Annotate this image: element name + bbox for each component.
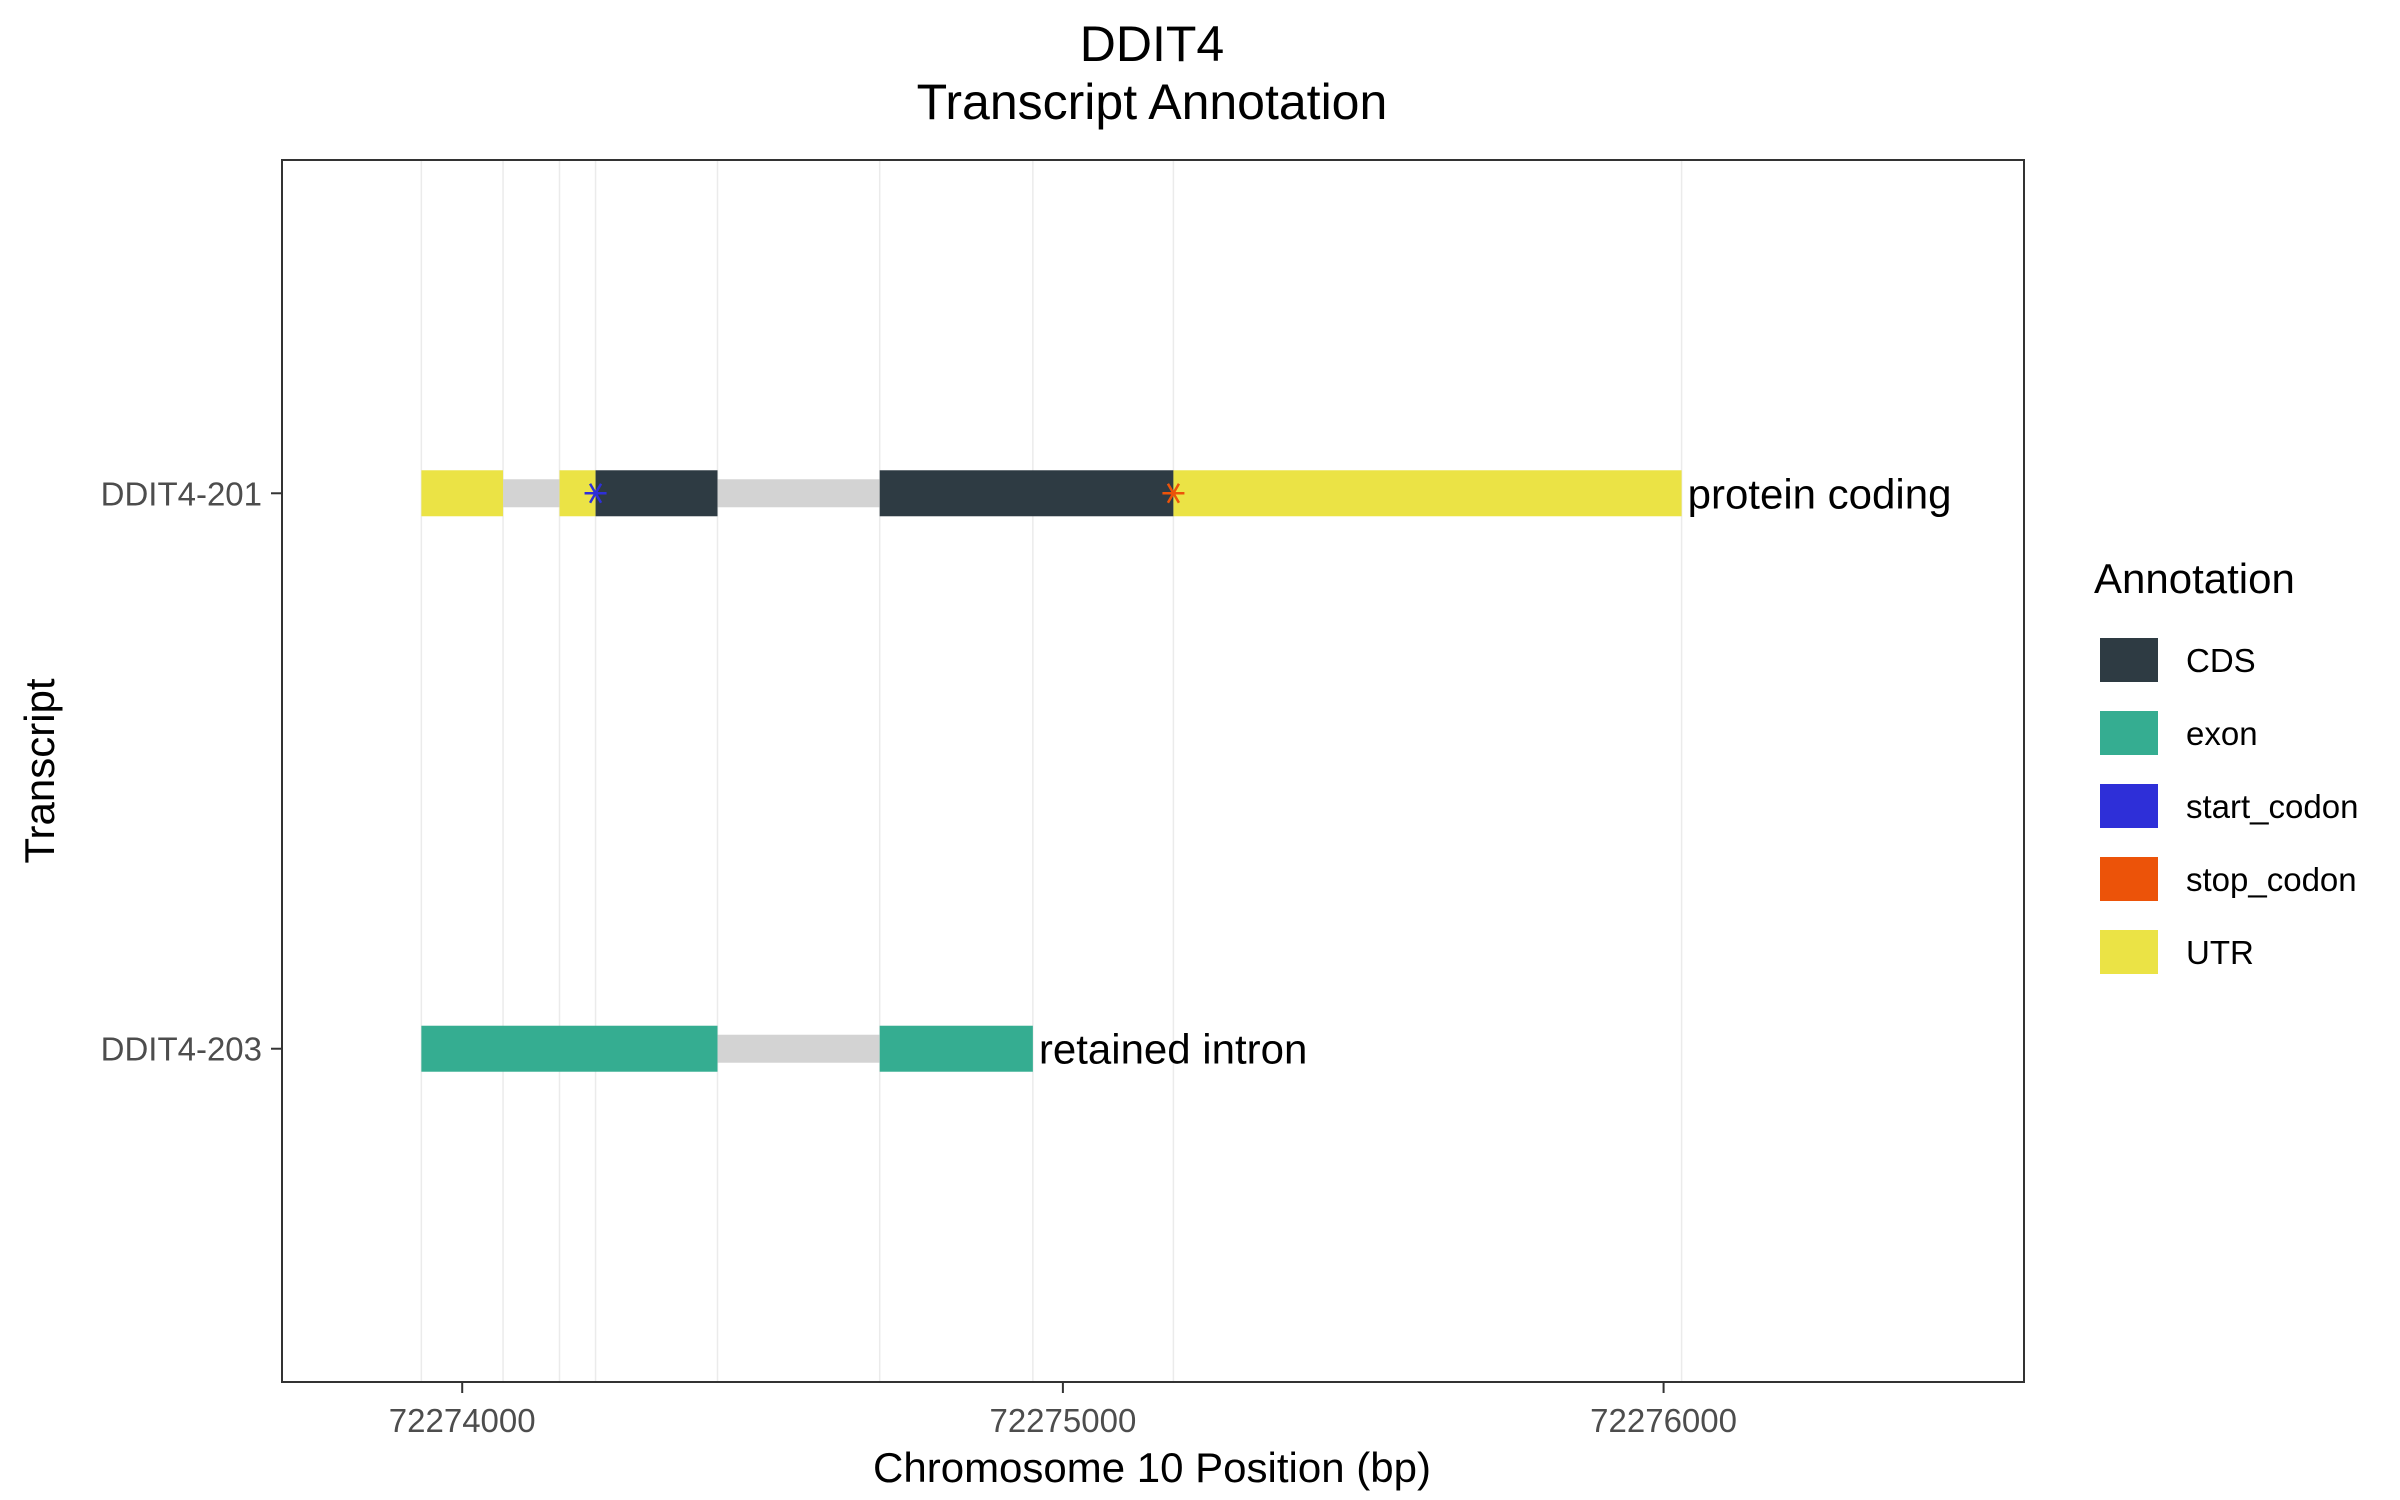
legend-item: stop_codon — [2100, 857, 2357, 901]
x-tick-label: 72274000 — [389, 1402, 536, 1439]
legend-swatch — [2100, 638, 2158, 682]
legend-label: stop_codon — [2186, 861, 2357, 898]
stop-codon-marker — [1162, 483, 1185, 504]
intron-line — [503, 479, 560, 508]
x-axis: 72274000 72275000 72276000 — [389, 1382, 1737, 1439]
feature-cds — [879, 470, 1174, 517]
intron-lines — [503, 479, 880, 1063]
x-tick-label: 72276000 — [1590, 1402, 1737, 1439]
transcript-biotype-labels: retained intron protein coding — [1039, 470, 1952, 1072]
transcript-biotype-label: protein coding — [1688, 470, 1952, 517]
plot-panel: retained intron protein coding — [281, 159, 2025, 1383]
feature-exon — [421, 1025, 718, 1072]
feature-exon — [879, 1025, 1033, 1072]
chart-title-line-1: DDIT4 — [1080, 16, 1224, 72]
legend-label: CDS — [2186, 642, 2256, 679]
y-tick-label: DDIT4-203 — [101, 1031, 262, 1068]
y-tick-label: DDIT4-201 — [101, 475, 262, 512]
panel-background — [282, 160, 2024, 1382]
codon-markers — [584, 483, 1185, 504]
legend-swatch — [2100, 784, 2158, 828]
x-tick-label: 72275000 — [989, 1402, 1136, 1439]
legend-swatch — [2100, 711, 2158, 755]
start-codon-marker — [584, 483, 607, 504]
legend-title: Annotation — [2094, 555, 2295, 602]
y-axis: DDIT4-203 DDIT4-201 — [101, 475, 282, 1068]
legend-items: CDS exon start_codon stop_codon UTR — [2100, 638, 2358, 974]
y-axis-title: Transcript — [16, 678, 63, 863]
legend-label: start_codon — [2186, 788, 2358, 825]
intron-line — [717, 1034, 880, 1063]
panel-border — [281, 159, 2025, 1383]
feature-utr — [421, 470, 504, 517]
legend-item: start_codon — [2100, 784, 2358, 828]
intron-line — [717, 479, 880, 508]
grid-lines — [420, 160, 1683, 1382]
legend-swatch — [2100, 857, 2158, 901]
chart-title-line-2: Transcript Annotation — [917, 74, 1388, 130]
legend-item: CDS — [2100, 638, 2256, 682]
legend: Annotation CDS exon start_codon stop_codon U… — [2094, 555, 2358, 974]
x-axis-title: Chromosome 10 Position (bp) — [873, 1444, 1431, 1491]
legend-swatch — [2100, 930, 2158, 974]
transcript-biotype-label: retained intron — [1039, 1026, 1308, 1073]
feature-cds — [595, 470, 718, 517]
legend-item: UTR — [2100, 930, 2254, 974]
feature-blocks — [421, 470, 1682, 1072]
feature-utr — [1173, 470, 1682, 517]
legend-label: UTR — [2186, 934, 2254, 971]
legend-label: exon — [2186, 715, 2258, 752]
legend-item: exon — [2100, 711, 2258, 755]
